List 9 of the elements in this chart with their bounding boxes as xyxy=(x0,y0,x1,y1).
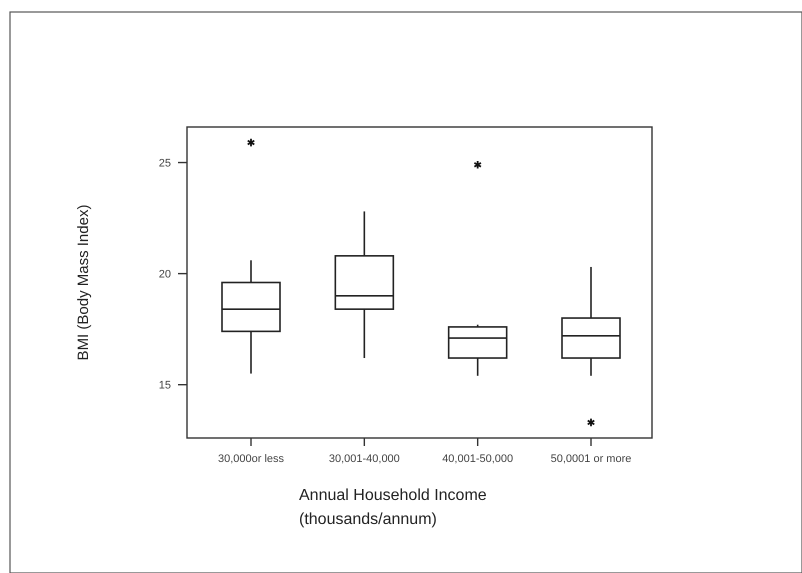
x-tick-label: 30,000or less xyxy=(218,453,285,465)
y-tick-label: 25 xyxy=(158,157,171,170)
x-axis-title: Annual Household Income (thousands/annum) xyxy=(299,487,487,528)
y-tick-label: 20 xyxy=(158,268,171,280)
x-tick-label: 30,001-40,000 xyxy=(328,453,400,465)
x-tick-label: 40,001-50,000 xyxy=(442,453,514,465)
y-tick-label: 15 xyxy=(158,380,171,392)
y-axis-title: BMI (Body Mass Index) xyxy=(75,204,92,360)
x-tick-label: 50,0001 or more xyxy=(550,453,632,465)
